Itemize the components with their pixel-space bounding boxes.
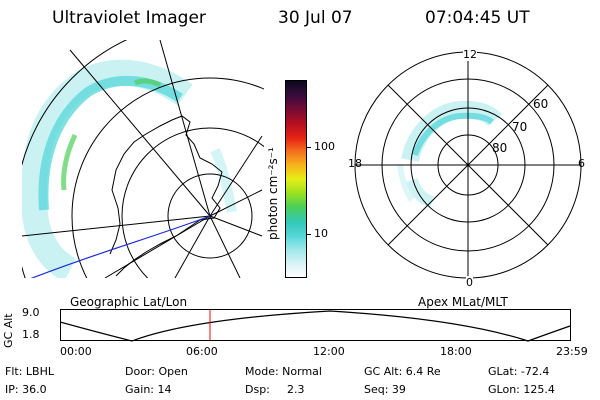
- geo-aurora-emission: [22, 59, 237, 278]
- geo-orbit-track: [30, 215, 211, 278]
- info-mode: Mode: Normal: [245, 365, 322, 378]
- colorbar-unit-label: photon cm⁻²s⁻¹: [266, 147, 280, 240]
- info-dsp-value: 2.3: [287, 383, 305, 396]
- orbit-altitude-plot: [60, 309, 571, 342]
- apex-aurora-emission: [397, 100, 502, 208]
- colorbar-tick-mark: [306, 147, 311, 148]
- orbit-y-tick-high: 9.0: [22, 306, 40, 319]
- apex-mlat-80: 80: [492, 141, 508, 155]
- colorbar-tick-100: 100: [314, 140, 335, 153]
- geo-meridians: [22, 40, 263, 278]
- date-label: 30 Jul 07: [278, 8, 353, 28]
- apex-mlt-12: 12: [463, 48, 477, 61]
- orbit-x-tick-1800: 18:00: [440, 345, 472, 358]
- geo-coastline: [109, 115, 223, 277]
- colorbar-tick-mark: [306, 234, 311, 235]
- info-seq: Seq: 39: [364, 383, 406, 396]
- geo-panel-label: Geographic Lat/Lon: [70, 295, 188, 309]
- orbit-x-tick-2359: 23:59: [556, 345, 588, 358]
- geographic-map: [22, 40, 264, 278]
- info-gain: Gain: 14: [125, 383, 172, 396]
- apex-mlt-18: 18: [348, 157, 362, 170]
- time-label: 07:04:45 UT: [425, 8, 530, 28]
- apex-mlat-70: 70: [512, 120, 528, 134]
- app-title: Ultraviolet Imager: [52, 8, 206, 28]
- colorbar: [285, 80, 307, 278]
- info-gc-alt: GC Alt: 6.4 Re: [364, 365, 441, 378]
- apex-mlat-60: 60: [533, 97, 549, 111]
- apex-mlt-lines: [355, 52, 581, 278]
- orbit-x-tick-0600: 06:00: [186, 345, 218, 358]
- orbit-x-tick-0000: 00:00: [60, 345, 92, 358]
- info-filter: Flt: LBHL: [5, 365, 54, 378]
- orbit-y-tick-low: 1.8: [22, 328, 40, 341]
- orbit-altitude-curve: [60, 310, 571, 342]
- apex-polar-plot: [354, 51, 582, 279]
- info-ip: IP: 36.0: [5, 383, 47, 396]
- apex-panel-label: Apex MLat/MLT: [418, 295, 508, 309]
- info-door: Door: Open: [125, 365, 188, 378]
- geo-latitude-circles: [22, 40, 264, 278]
- orbit-y-axis-label: GC Alt: [2, 313, 15, 348]
- apex-mlt-0: 0: [466, 276, 473, 289]
- colorbar-tick-10: 10: [314, 227, 328, 240]
- info-glon: GLon: 125.4: [488, 383, 555, 396]
- orbit-x-tick-1200: 12:00: [313, 345, 345, 358]
- info-dsp-label: Dsp:: [245, 383, 270, 396]
- info-glat: GLat: -72.4: [488, 365, 550, 378]
- apex-mlt-6: 6: [578, 157, 585, 170]
